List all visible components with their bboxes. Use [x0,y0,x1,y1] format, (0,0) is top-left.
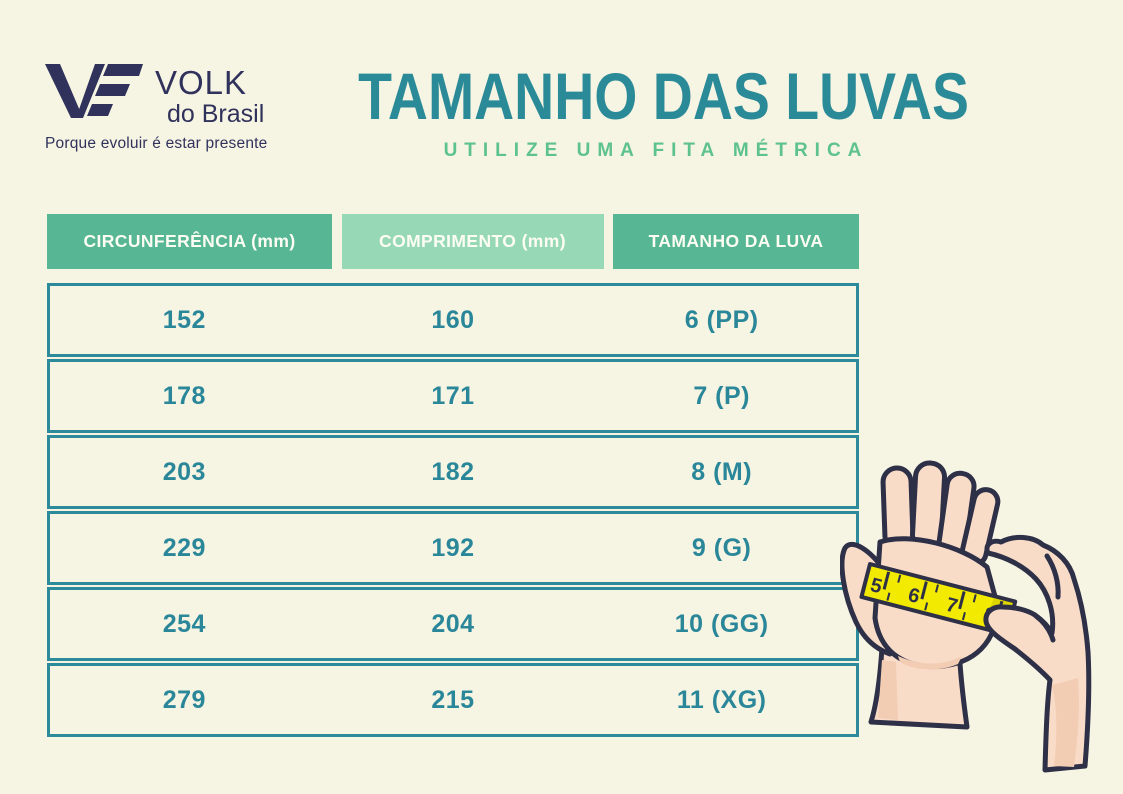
column-header-glove-size: TAMANHO DA LUVA [613,214,859,269]
glove-size-table: CIRCUNFERÊNCIA (mm) COMPRIMENTO (mm) TAM… [47,214,859,739]
cell-circumference: 203 [162,457,206,486]
table-row: 152 160 6 (PP) [47,283,859,357]
column-header-length: COMPRIMENTO (mm) [341,214,604,269]
tape-number: 7 [944,594,960,618]
cell-length: 192 [431,533,475,562]
cell-circumference: 254 [162,609,206,638]
table-row: 279 215 11 (XG) [47,663,859,737]
cell-glove-size: 7 (P) [693,381,750,410]
table-row: 178 171 7 (P) [47,359,859,433]
cell-length: 160 [431,305,475,334]
cell-circumference: 229 [162,533,206,562]
table-row: 203 182 8 (M) [47,435,859,509]
tape-number: 5 [868,574,884,598]
table-row: 254 204 10 (GG) [47,587,859,661]
table-row: 229 192 9 (G) [47,511,859,585]
cell-length: 182 [431,457,475,486]
cell-circumference: 178 [162,381,206,410]
logo: VOLK do Brasil Porque evoluir é estar pr… [45,62,267,153]
pinching-hand-icon [983,535,1092,773]
cell-glove-size: 10 (GG) [674,609,769,638]
hand-measuring-illustration: 5 6 7 8 [840,460,1092,773]
volk-logo-icon [45,64,143,118]
column-header-circumference: CIRCUNFERÊNCIA (mm) [47,214,332,269]
logo-brand-region: do Brasil [167,100,265,128]
cell-circumference: 152 [162,305,206,334]
page-title: TAMANHO DAS LUVAS [358,59,970,133]
cell-glove-size: 9 (G) [691,533,752,562]
cell-glove-size: 11 (XG) [676,685,767,714]
cell-glove-size: 8 (M) [691,457,753,486]
table-body: 152 160 6 (PP) 178 171 7 (P) 203 182 8 (… [47,283,859,737]
tape-number: 6 [906,584,922,608]
cell-length: 204 [431,609,475,638]
logo-brand-name: VOLK [155,64,248,101]
title-block: TAMANHO DAS LUVAS UTILIZE UMA FITA MÉTRI… [300,58,1012,162]
cell-length: 171 [431,381,475,410]
cell-length: 215 [431,685,475,714]
cell-circumference: 279 [162,685,206,714]
table-header-row: CIRCUNFERÊNCIA (mm) COMPRIMENTO (mm) TAM… [47,214,859,269]
cell-glove-size: 6 (PP) [684,305,759,334]
logo-tagline: Porque evoluir é estar presente [45,135,268,152]
page-subtitle: UTILIZE UMA FITA MÉTRICA [443,140,869,161]
